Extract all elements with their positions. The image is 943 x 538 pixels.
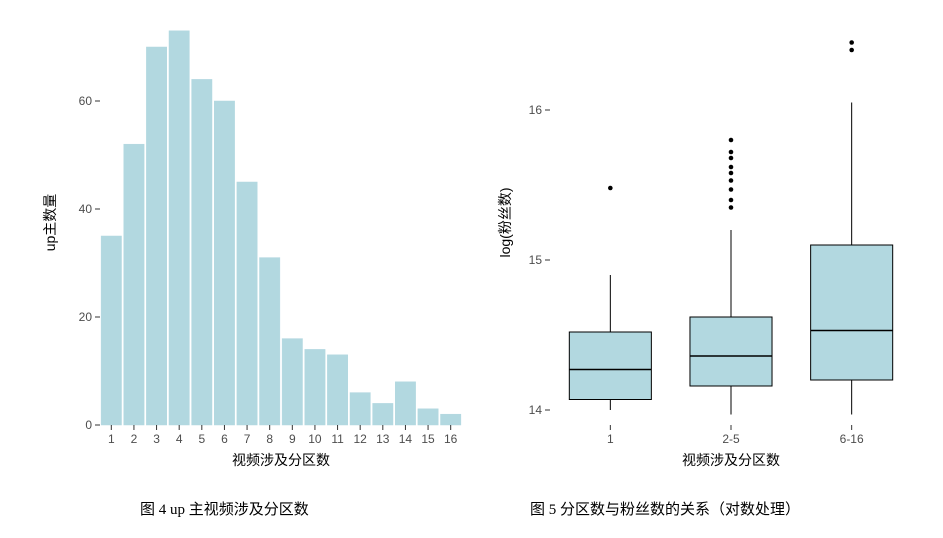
bar — [237, 182, 257, 425]
outlier-point — [729, 205, 734, 210]
x-tick-label: 14 — [399, 432, 413, 446]
bar-chart-svg: 020406012345678910111213141516视频涉及分区数up主… — [30, 10, 470, 480]
bar — [101, 236, 121, 425]
bar — [395, 382, 415, 425]
outlier-point — [729, 150, 734, 155]
bar — [305, 349, 325, 425]
outlier-point — [608, 186, 613, 191]
x-tick-label: 15 — [421, 432, 435, 446]
y-tick-label: 14 — [529, 403, 543, 417]
x-tick-label: 3 — [153, 432, 160, 446]
x-tick-label: 13 — [376, 432, 390, 446]
bar — [441, 414, 461, 425]
boxplot-svg: 14 15 16 1 2-5 6-16 视频涉及分区数 log(粉丝数) — [480, 10, 920, 480]
outlier-point — [729, 178, 734, 183]
y-axis-title: log(粉丝数) — [497, 187, 513, 257]
box — [811, 245, 893, 380]
x-tick-label: 2 — [131, 432, 138, 446]
y-tick-label: 0 — [85, 418, 92, 432]
x-tick-label: 12 — [354, 432, 368, 446]
y-tick-label: 60 — [79, 94, 93, 108]
y-tick-label: 20 — [79, 310, 93, 324]
x-tick-label: 11 — [331, 432, 344, 446]
bar — [192, 79, 212, 425]
x-tick-label: 4 — [176, 432, 183, 446]
y-tick-label: 16 — [529, 103, 543, 117]
outlier-point — [729, 165, 734, 170]
x-tick-label: 8 — [266, 432, 273, 446]
outlier-point — [729, 187, 734, 192]
x-tick-label: 1 — [108, 432, 115, 446]
outlier-point — [729, 171, 734, 176]
bar — [124, 144, 144, 425]
bar — [260, 258, 280, 425]
bar — [350, 393, 370, 425]
caption-figure-4: 图 4 up 主视频涉及分区数 — [140, 498, 309, 519]
x-tick-label: 6 — [221, 432, 228, 446]
bar — [327, 355, 347, 425]
x-tick-label: 10 — [308, 432, 322, 446]
bar-chart-panel: 020406012345678910111213141516视频涉及分区数up主… — [30, 10, 470, 480]
x-tick-label: 7 — [244, 432, 251, 446]
bar — [169, 31, 189, 425]
y-tick-label: 15 — [529, 253, 543, 267]
outlier-point — [729, 138, 734, 143]
y-tick-label: 40 — [79, 202, 93, 216]
box — [690, 317, 772, 386]
outlier-point — [729, 198, 734, 203]
x-axis-title: 视频涉及分区数 — [682, 452, 780, 468]
x-tick-label: 5 — [198, 432, 205, 446]
x-axis-title: 视频涉及分区数 — [232, 452, 330, 468]
x-tick-label: 9 — [289, 432, 296, 446]
bar — [146, 47, 166, 425]
x-tick-label: 6-16 — [840, 432, 864, 446]
box — [569, 332, 651, 400]
x-tick-label: 16 — [444, 432, 458, 446]
bar — [214, 101, 234, 425]
boxplot-panel: 14 15 16 1 2-5 6-16 视频涉及分区数 log(粉丝数) — [480, 10, 920, 480]
caption-figure-5: 图 5 分区数与粉丝数的关系（对数处理） — [530, 498, 800, 519]
x-tick-label: 2-5 — [722, 432, 740, 446]
outlier-point — [849, 48, 854, 53]
bar — [282, 339, 302, 425]
outlier-point — [849, 40, 854, 45]
y-axis-title: up主数量 — [42, 194, 58, 252]
bar — [418, 409, 438, 425]
x-tick-label: 1 — [607, 432, 614, 446]
bar — [373, 403, 393, 425]
figure-container: 020406012345678910111213141516视频涉及分区数up主… — [0, 0, 943, 538]
outlier-point — [729, 156, 734, 161]
